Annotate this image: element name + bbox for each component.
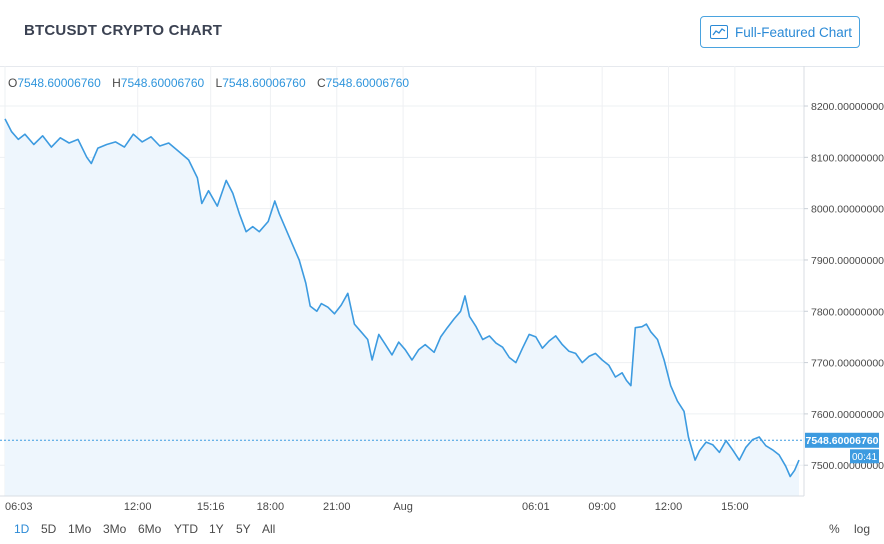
range-1y-button[interactable]: 1Y (209, 522, 224, 536)
range-1d-button[interactable]: 1D (14, 522, 30, 536)
price-line (4, 118, 800, 478)
y-tick-label: 7700.00000000 (811, 358, 884, 370)
x-tick-label: 06:01 (522, 501, 550, 513)
ohlc-legend: O7548.60006760 H7548.60006760 L7548.6000… (8, 76, 417, 90)
ohlc-high-value: 7548.60006760 (120, 76, 205, 90)
range-3mo-button[interactable]: 3Mo (103, 522, 127, 536)
ohlc-open-label: O (8, 76, 18, 90)
price-axis: 8200.00000000 8100.00000000 8000.00000000 7… (804, 101, 884, 472)
y-tick-label: 7800.00000000 (811, 306, 884, 318)
x-tick-label: 21:00 (323, 501, 351, 513)
ohlc-close-label: C (317, 76, 326, 90)
y-tick-label: 7600.00000000 (811, 409, 884, 421)
range-6mo-button[interactable]: 6Mo (138, 522, 162, 536)
countdown-badge-bg (850, 449, 879, 464)
x-tick-label: 09:00 (588, 501, 616, 513)
range-1mo-button[interactable]: 1Mo (68, 522, 92, 536)
x-tick-label: 06:03 (5, 501, 33, 513)
chart-line-icon (710, 25, 728, 39)
x-tick-label: 12:00 (124, 501, 152, 513)
percent-scale-button[interactable]: % (829, 522, 840, 536)
x-tick-label: 15:16 (197, 501, 225, 513)
current-price-badge-bg (805, 432, 879, 448)
full-featured-chart-label: Full-Featured Chart (735, 24, 853, 40)
range-5d-button[interactable]: 5D (41, 522, 57, 536)
x-tick-label: 18:00 (257, 501, 285, 513)
time-axis: 06:03 12:00 15:16 18:00 21:00 Aug 06:01 09:00 12… (5, 501, 749, 513)
range-ytd-button[interactable]: YTD (174, 522, 198, 536)
ohlc-close-value: 7548.60006760 (325, 76, 410, 90)
ohlc-open-value: 7548.60006760 (17, 76, 101, 90)
range-selector: 1D 5D 1Mo 3Mo 6Mo YTD 1Y 5Y All (0, 516, 884, 544)
chart-title: BTCUSDT CRYPTO CHART (24, 22, 223, 39)
x-tick-label: 15:00 (721, 501, 749, 513)
x-tick-label: 12:00 (655, 501, 683, 513)
y-tick-label: 8200.00000000 (811, 101, 884, 113)
ohlc-low-value: 7548.60006760 (222, 76, 306, 90)
log-scale-button[interactable]: log (854, 522, 871, 536)
price-area-fill (5, 118, 799, 497)
chart-header: BTCUSDT CRYPTO CHART Full-Featured Chart (0, 0, 884, 66)
chart-frame (0, 66, 884, 497)
y-tick-label: 8000.00000000 (811, 204, 884, 216)
full-featured-chart-button[interactable]: Full-Featured Chart (700, 16, 860, 48)
y-tick-label: 7900.00000000 (811, 255, 884, 267)
price-chart[interactable]: 8200.00000000 8100.00000000 8000.00000000 7… (0, 66, 884, 516)
y-tick-label: 8100.00000000 (811, 152, 884, 164)
ohlc-high-label: H (112, 76, 121, 90)
x-tick-label: Aug (393, 501, 413, 513)
ohlc-low-label: L (215, 76, 223, 90)
current-price-badge: 7548.60006760 00:41 (805, 432, 879, 464)
range-all-button[interactable]: All (262, 522, 276, 536)
range-5y-button[interactable]: 5Y (236, 522, 251, 536)
countdown-badge-text: 00:41 (852, 452, 877, 463)
current-price-badge-text: 7548.60006760 (806, 435, 879, 447)
